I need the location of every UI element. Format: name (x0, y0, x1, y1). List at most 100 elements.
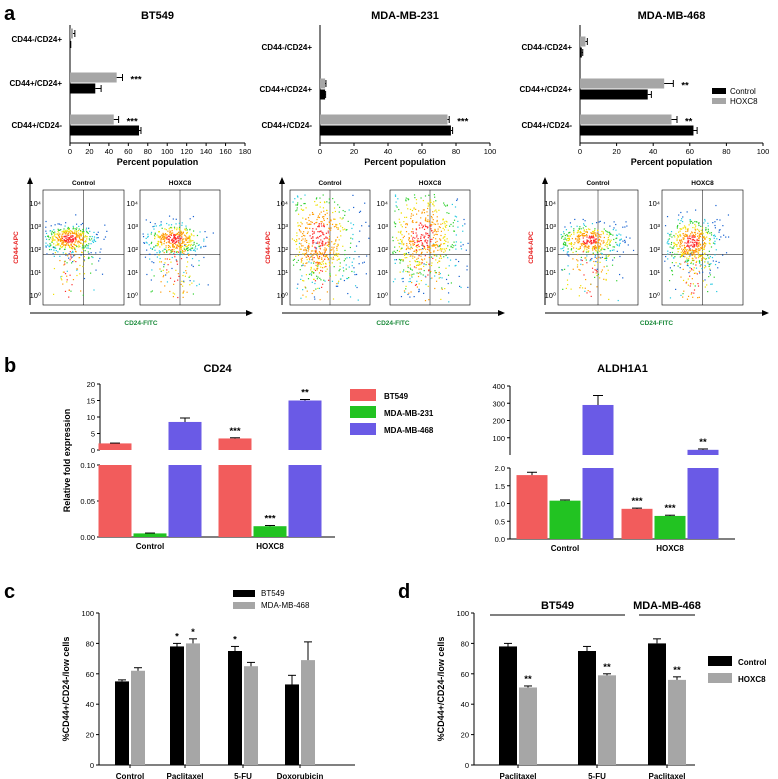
flow-event (598, 221, 600, 223)
flow-event (418, 255, 420, 257)
flow-event (344, 228, 346, 230)
flow-event (594, 245, 596, 247)
flow-event (407, 266, 409, 269)
flow-event (703, 242, 706, 244)
flow-event (182, 285, 184, 287)
flow-event (705, 231, 707, 233)
flow-event (392, 252, 394, 255)
flow-event (301, 257, 303, 259)
flow-event (698, 241, 700, 243)
flow-event (408, 247, 410, 250)
flow-event (406, 256, 408, 259)
flow-event (319, 263, 321, 265)
flow-event (190, 247, 192, 249)
flow-event (608, 231, 611, 233)
flow-event (582, 264, 584, 266)
flow-event (693, 269, 695, 271)
category-label: Control (136, 542, 164, 551)
flow-event (410, 244, 412, 246)
flow-event (596, 252, 599, 254)
bar-mda-mb-468-doxorubicin (301, 660, 315, 765)
flow-event (83, 247, 85, 249)
flow-event (433, 244, 435, 246)
flow-event (607, 247, 609, 250)
flow-event (578, 248, 580, 250)
flow-event (702, 236, 704, 238)
flow-event (632, 249, 635, 252)
flow-event (298, 228, 300, 231)
flow-event (418, 268, 420, 270)
flow-event (580, 228, 582, 230)
flow-event (330, 249, 332, 251)
flow-event (399, 238, 402, 241)
flow-event (354, 285, 357, 287)
flow-event (319, 262, 321, 264)
flow-event (400, 212, 402, 214)
flow-event (571, 242, 573, 245)
flow-event (338, 280, 340, 282)
flow-event (172, 295, 175, 298)
flow-event (406, 224, 409, 226)
flow-event (68, 289, 70, 291)
flow-event (563, 233, 565, 235)
flow-event (58, 234, 60, 236)
flow-event (671, 236, 673, 238)
flow-event (412, 220, 414, 222)
flow-event (439, 238, 441, 240)
flow-event (410, 217, 412, 220)
flow-event (352, 224, 355, 226)
flow-event (72, 261, 74, 263)
flow-event (580, 231, 582, 234)
flow-event (55, 247, 57, 249)
flow-event (594, 255, 597, 257)
bar-control-cd44-cd24 (580, 125, 694, 136)
flow-event (691, 254, 693, 256)
flow-event (322, 244, 324, 246)
flow-event (429, 239, 432, 241)
flow-event (71, 284, 73, 286)
flow-event (74, 237, 77, 239)
flow-event (192, 215, 195, 218)
flow-event (669, 251, 671, 254)
flow-event (307, 245, 309, 247)
flow-event (435, 238, 437, 240)
flow-event (703, 246, 705, 248)
legend-label-control: Control (738, 658, 766, 667)
flow-event (441, 277, 443, 279)
flow-event (307, 255, 309, 257)
flow-event (698, 245, 700, 247)
flow-event (146, 273, 148, 276)
flow-event (709, 239, 711, 242)
flow-event (704, 245, 706, 247)
flow-event (438, 209, 440, 211)
flow-event (419, 222, 421, 224)
flow-event (694, 229, 696, 231)
flow-event (45, 245, 47, 247)
flow-event (297, 254, 300, 256)
flow-event (605, 259, 607, 261)
flow-event (97, 237, 99, 239)
flow-event (51, 240, 54, 242)
flow-event (337, 255, 339, 257)
flow-event (445, 254, 447, 257)
flow-event (459, 285, 461, 287)
flow-event (418, 263, 420, 265)
flow-event (148, 253, 150, 256)
flow-event (167, 241, 169, 243)
flow-event (93, 239, 95, 242)
flow-event (323, 210, 325, 212)
x-tick-label: 80 (144, 147, 152, 156)
flow-event (421, 242, 423, 244)
flow-event (358, 256, 360, 258)
flow-event (676, 239, 678, 242)
flow-event (437, 228, 439, 230)
flow-event (67, 228, 69, 230)
flow-event (692, 245, 694, 247)
log-tick: 10¹ (377, 268, 388, 277)
flow-event (59, 255, 61, 257)
flow-event (310, 274, 313, 276)
flow-event (423, 246, 425, 248)
flow-event (304, 286, 306, 288)
flow-event (311, 213, 314, 215)
flow-event (165, 274, 167, 276)
